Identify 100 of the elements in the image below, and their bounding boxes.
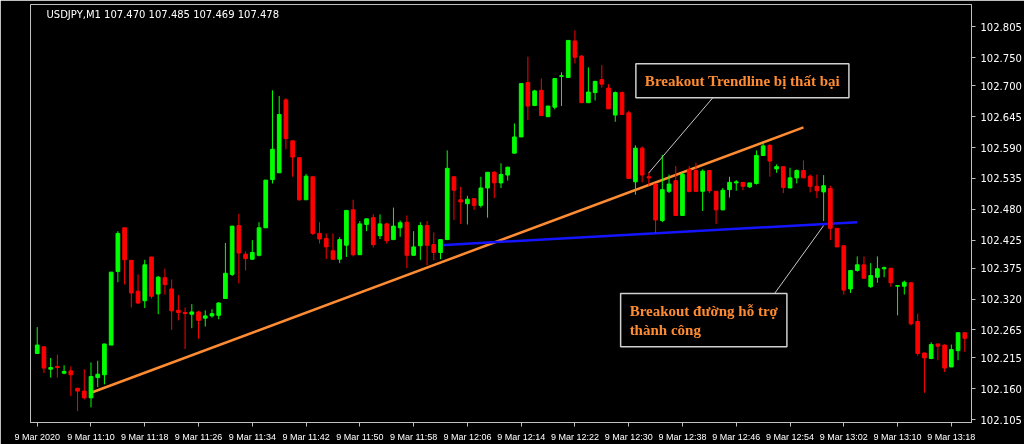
candlestick xyxy=(962,332,968,353)
candlestick xyxy=(646,171,652,187)
candlestick xyxy=(767,143,773,178)
candlestick xyxy=(888,267,894,288)
candlestick xyxy=(491,170,497,199)
candlestick xyxy=(787,167,793,189)
candlestick xyxy=(586,66,591,104)
candlestick xyxy=(135,273,141,305)
candlestick xyxy=(700,168,705,212)
candlestick xyxy=(337,236,343,264)
candlestick xyxy=(249,239,255,261)
candlestick xyxy=(290,140,295,178)
x-tick-label: 9 Mar 2020 xyxy=(14,431,60,442)
candlestick xyxy=(162,268,168,296)
y-tick-label: 102.105 xyxy=(980,414,1022,426)
candlestick xyxy=(727,176,732,199)
x-tick-label: 9 Mar 13:10 xyxy=(873,431,922,442)
candlestick xyxy=(612,90,618,123)
x-tick-label: 9 Mar 11:26 xyxy=(174,431,223,442)
y-tick-label: 102.750 xyxy=(980,52,1022,64)
candlestick xyxy=(814,174,820,199)
candlestick xyxy=(465,195,470,225)
candlestick xyxy=(881,266,887,278)
x-tick-label: 9 Mar 11:42 xyxy=(282,431,330,442)
candlestick xyxy=(243,250,248,271)
candlestick xyxy=(451,176,457,221)
annotation: Breakout đường hỗ trợ thành công xyxy=(629,302,779,338)
candlestick xyxy=(606,83,611,110)
x-tick-label: 9 Mar 11:34 xyxy=(228,431,276,442)
candlestick xyxy=(848,269,853,294)
candlestick xyxy=(330,232,336,261)
candlestick xyxy=(713,190,719,225)
candlestick xyxy=(599,64,605,89)
candlestick xyxy=(323,232,329,260)
y-tick-label: 102.265 xyxy=(980,324,1022,336)
candlestick xyxy=(875,255,880,284)
candlestick xyxy=(41,346,47,374)
candlestick xyxy=(377,213,383,240)
candlestick xyxy=(438,239,443,260)
candlestick xyxy=(572,29,578,64)
candlestick xyxy=(935,343,941,361)
y-tick-label: 102.425 xyxy=(980,235,1022,247)
candlestick xyxy=(411,230,416,257)
y-tick-label: 102.160 xyxy=(980,383,1022,395)
y-tick-label: 102.700 xyxy=(980,80,1022,92)
x-tick-label: 9 Mar 12:46 xyxy=(712,431,761,442)
candlestick xyxy=(317,221,322,245)
y-tick-label: 102.645 xyxy=(980,111,1022,123)
candlestick xyxy=(417,221,423,261)
x-tick-label: 9 Mar 12:38 xyxy=(658,431,707,442)
candlestick xyxy=(707,170,712,194)
candlestick xyxy=(458,186,464,225)
candlestick xyxy=(81,368,87,400)
candlestick xyxy=(868,262,874,289)
x-tick-label: 9 Mar 13:02 xyxy=(819,431,868,442)
annotation: Breakout Trendline bị thất bại xyxy=(644,72,840,89)
candlestick xyxy=(182,306,188,350)
x-tick-label: 9 Mar 12:22 xyxy=(550,431,599,442)
candlestick xyxy=(391,207,396,241)
candlestick xyxy=(512,122,517,154)
candlestick xyxy=(169,278,174,331)
candlestick xyxy=(485,171,490,219)
x-tick-label: 9 Mar 13:18 xyxy=(927,431,976,442)
candlestick xyxy=(75,387,80,412)
candlestick xyxy=(895,285,900,316)
y-tick-label: 102.375 xyxy=(980,263,1022,275)
candlestick xyxy=(55,354,60,379)
y-tick-label: 102.590 xyxy=(980,142,1022,154)
candlestick xyxy=(942,344,947,373)
x-tick-label: 9 Mar 11:58 xyxy=(389,431,438,442)
x-tick-label: 9 Mar 12:06 xyxy=(443,431,492,442)
candlestick xyxy=(559,71,564,107)
candlestick xyxy=(61,364,67,375)
candlestick xyxy=(155,275,161,315)
candlestick xyxy=(196,310,201,340)
x-tick-label: 9 Mar 11:18 xyxy=(121,431,169,442)
candlestick xyxy=(88,361,94,408)
candlestick xyxy=(922,352,927,394)
candlestick xyxy=(720,187,726,211)
candlestick xyxy=(478,176,484,209)
y-tick-label: 102.805 xyxy=(980,21,1022,33)
candlestick xyxy=(861,255,867,279)
candlestick xyxy=(68,365,74,397)
candlestick xyxy=(303,173,309,201)
candlestick xyxy=(525,56,531,121)
candlestick xyxy=(666,174,672,194)
x-tick-label: 9 Mar 12:30 xyxy=(604,431,653,442)
y-tick-label: 102.320 xyxy=(980,294,1022,306)
candlestick xyxy=(95,360,101,388)
candlestick xyxy=(948,344,954,368)
candlestick xyxy=(34,326,40,354)
candlestick xyxy=(780,166,786,194)
candlestick xyxy=(209,308,215,319)
candlestick xyxy=(821,174,826,222)
y-tick-label: 102.535 xyxy=(980,173,1022,185)
y-tick-label: 102.480 xyxy=(980,204,1022,216)
candlestick xyxy=(189,303,195,329)
x-tick-label: 9 Mar 12:14 xyxy=(497,431,546,442)
x-tick-label: 9 Mar 12:54 xyxy=(766,431,815,442)
candlestick xyxy=(498,162,504,189)
